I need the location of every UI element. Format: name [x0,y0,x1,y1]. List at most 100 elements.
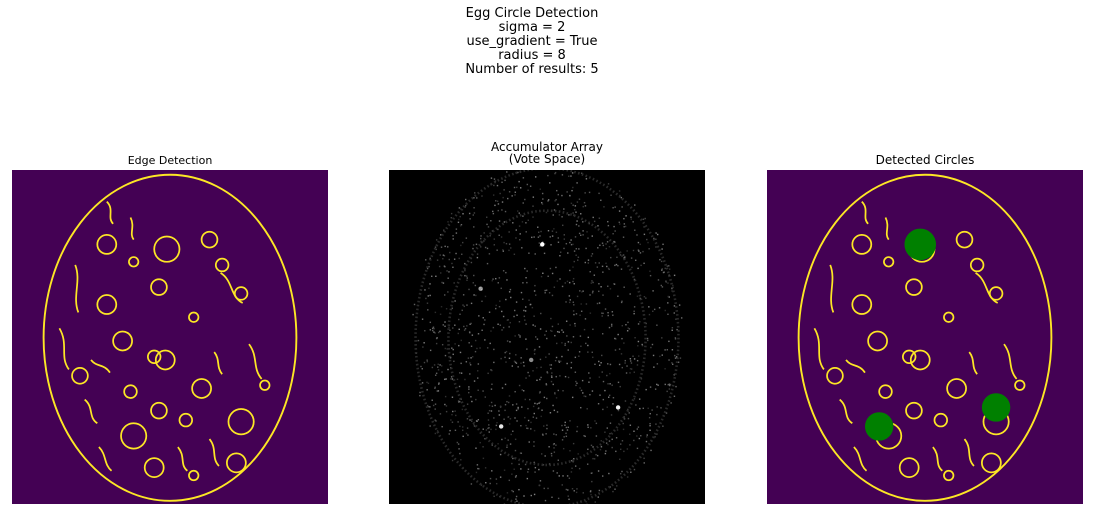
vote-speckle [661,337,663,339]
vote-speckle [518,488,520,491]
vote-speckle [460,244,462,247]
vote-speckle [495,478,498,480]
vote-speckle [602,398,605,401]
vote-speckle [537,231,540,234]
vote-speckle [459,225,462,227]
vote-speckle [582,205,584,208]
vote-speckle [546,427,548,430]
vote-speckle [448,271,450,273]
vote-speckle [622,236,625,238]
vote-speckle [526,183,529,186]
vote-speckle [563,238,566,240]
vote-speckle [420,365,422,368]
vote-speckle [589,312,592,314]
vote-speckle [633,312,635,315]
vote-speckle [647,339,649,342]
vote-speckle [505,271,507,274]
vote-speckle [491,405,494,407]
vote-speckle [533,353,536,355]
vote-speckle [540,312,542,315]
vote-speckle [432,326,435,328]
vote-speckle [527,471,529,473]
vote-speckle [508,479,511,482]
edge-detection-panel [12,170,328,504]
vote-speckle [423,361,426,364]
detected-edge-stroke [853,446,868,472]
detected-edge-circle [902,349,917,364]
vote-speckle [622,428,625,431]
vote-speckle [468,212,471,215]
vote-speckle [592,457,594,460]
vote-speckle [475,243,478,246]
vote-speckle [509,288,512,291]
vote-speckle [485,481,487,484]
vote-speckle [483,240,485,242]
vote-speckle [537,226,539,228]
vote-speckle [463,329,466,331]
vote-speckle [567,341,570,343]
vote-speckle [473,294,475,296]
vote-speckle [469,362,471,364]
vote-speckle [653,366,655,368]
vote-speckle [621,440,624,442]
vote-speckle [557,203,559,206]
vote-peak [540,242,545,247]
vote-speckle [464,262,466,265]
vote-speckle [602,271,604,273]
vote-speckle [597,403,600,405]
vote-speckle [477,370,479,372]
vote-speckle [493,244,496,246]
edge-edge-circle [128,256,140,268]
vote-speckle [671,349,674,351]
vote-speckle [514,449,517,452]
edge-edge-stroke [248,343,263,380]
vote-speckle [460,339,462,342]
vote-speckle [441,281,443,284]
vote-speckle [482,457,485,460]
vote-speckle [501,438,503,441]
vote-speckle [473,212,476,214]
vote-speckle [608,440,611,442]
vote-speckle [428,265,430,268]
vote-speckle [468,386,470,388]
vote-speckle [668,384,671,387]
vote-speckle [502,248,504,251]
vote-speckle [576,488,578,490]
vote-speckle [624,256,626,258]
vote-speckle [513,468,515,470]
vote-speckle [642,250,644,253]
vote-speckle [471,334,474,336]
vote-speckle [494,204,496,207]
vote-speckle [514,335,516,337]
vote-speckle [472,247,474,250]
vote-speckle [462,304,464,306]
vote-speckle [556,411,559,413]
vote-speckle [445,405,448,407]
vote-speckle [598,290,600,293]
vote-speckle [572,310,575,312]
detected-edge-circle [878,384,893,399]
vote-speckle [561,342,563,344]
detected-edge-circle [933,412,948,428]
vote-speckle [598,262,600,264]
vote-speckle [569,194,571,197]
vote-speckle [570,202,573,205]
vote-speckle [490,330,492,332]
vote-speckle [567,349,569,351]
vote-speckle [538,346,541,348]
vote-speckle [488,409,491,412]
vote-speckle [492,210,494,213]
panel-title-line: Accumulator Array [491,140,603,154]
vote-speckle [651,343,654,346]
vote-speckle [601,312,603,314]
suptitle-line: sigma = 2 [498,20,566,35]
vote-speckle [434,386,436,388]
vote-speckle [589,393,591,396]
vote-speckle [469,373,471,375]
vote-speckle [503,189,505,191]
vote-speckle [446,348,448,350]
vote-speckle [611,438,613,441]
vote-speckle [587,344,589,347]
vote-speckle [429,425,431,427]
vote-speckle [447,368,449,371]
